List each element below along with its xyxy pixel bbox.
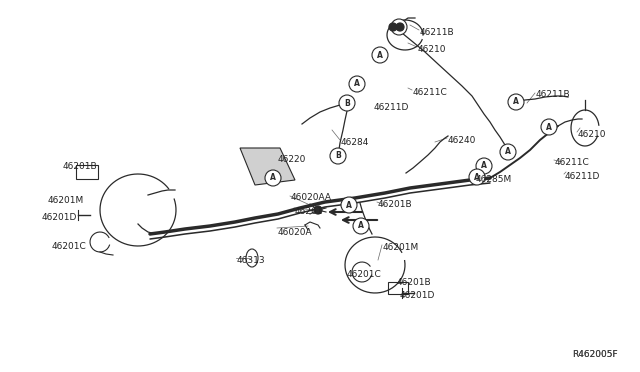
Text: R462005F: R462005F: [572, 350, 618, 359]
Text: A: A: [546, 122, 552, 131]
Circle shape: [265, 170, 281, 186]
Text: 46210: 46210: [578, 130, 607, 139]
Text: 46211D: 46211D: [565, 172, 600, 181]
Text: A: A: [346, 201, 352, 209]
Text: 46211C: 46211C: [555, 158, 589, 167]
Text: 46211B: 46211B: [536, 90, 571, 99]
Circle shape: [541, 119, 557, 135]
Text: 46201B: 46201B: [378, 200, 413, 209]
Text: 46201B: 46201B: [397, 278, 431, 287]
Text: 46285M: 46285M: [476, 175, 512, 184]
Circle shape: [396, 23, 404, 31]
Text: A: A: [354, 80, 360, 89]
Text: 46201C: 46201C: [347, 270, 381, 279]
Bar: [388, 282, 408, 294]
Bar: [76, 165, 98, 179]
Text: A: A: [505, 148, 511, 157]
Text: 46211C: 46211C: [413, 88, 448, 97]
Text: R462005F: R462005F: [572, 350, 618, 359]
Text: 46313: 46313: [237, 256, 266, 265]
Circle shape: [315, 207, 321, 213]
Circle shape: [469, 169, 485, 185]
Text: 46284: 46284: [341, 138, 369, 147]
Text: 46201D: 46201D: [42, 213, 77, 222]
Text: 46020AA: 46020AA: [291, 193, 332, 202]
Circle shape: [314, 206, 322, 214]
Text: A: A: [513, 97, 519, 106]
Text: 46261: 46261: [295, 207, 323, 216]
Text: A: A: [270, 173, 276, 183]
Text: A: A: [481, 161, 487, 170]
Circle shape: [508, 94, 524, 110]
Text: 46201C: 46201C: [52, 242, 87, 251]
Polygon shape: [240, 148, 295, 185]
Circle shape: [339, 95, 355, 111]
Circle shape: [500, 144, 516, 160]
Circle shape: [476, 158, 492, 174]
Circle shape: [353, 218, 369, 234]
Text: A: A: [377, 51, 383, 60]
Circle shape: [389, 23, 397, 31]
Circle shape: [341, 197, 357, 213]
Text: 46211D: 46211D: [374, 103, 410, 112]
Text: 46240: 46240: [448, 136, 476, 145]
Text: 46220: 46220: [278, 155, 307, 164]
Text: B: B: [335, 151, 341, 160]
Text: 46020A: 46020A: [278, 228, 312, 237]
Text: A: A: [396, 22, 402, 32]
Text: 46201M: 46201M: [383, 243, 419, 252]
Circle shape: [372, 47, 388, 63]
Text: A: A: [474, 173, 480, 182]
Circle shape: [330, 148, 346, 164]
Text: A: A: [358, 221, 364, 231]
Text: 46211B: 46211B: [420, 28, 454, 37]
Text: 46201D: 46201D: [400, 291, 435, 300]
Text: 46201B: 46201B: [63, 162, 98, 171]
Circle shape: [349, 76, 365, 92]
Text: 46210: 46210: [418, 45, 447, 54]
Text: 46201M: 46201M: [48, 196, 84, 205]
Text: B: B: [344, 99, 350, 108]
Circle shape: [391, 19, 407, 35]
